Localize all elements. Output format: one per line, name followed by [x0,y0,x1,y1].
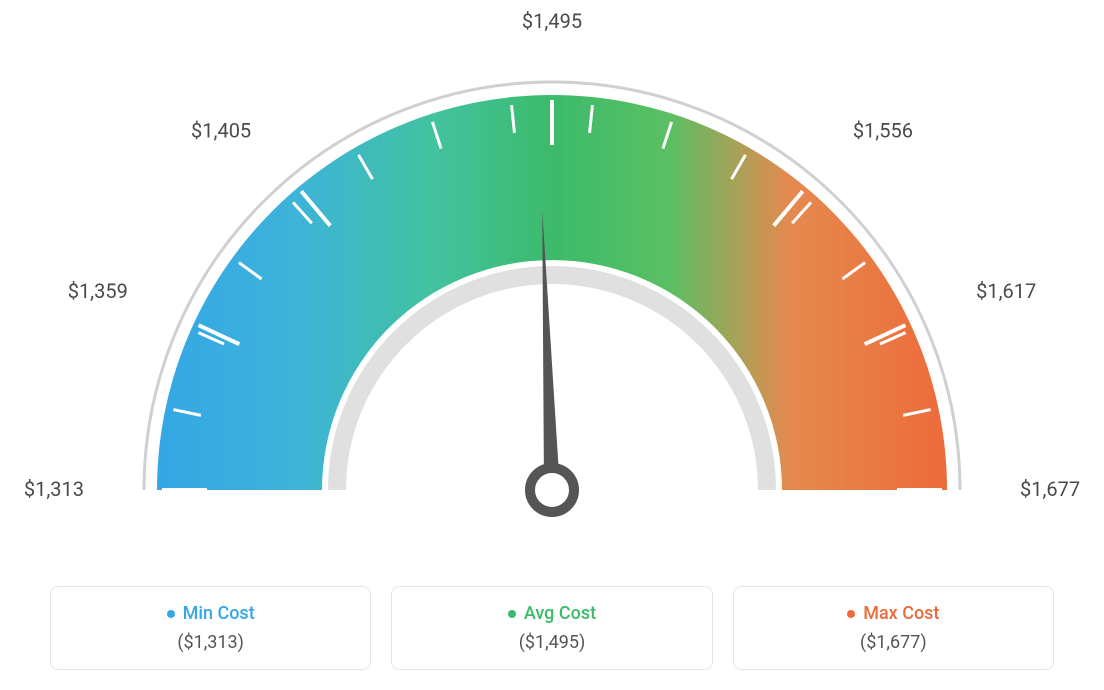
legend-label-max: Max Cost [863,603,939,624]
cost-gauge-chart: $1,313 $1,359 $1,405 $1,495 $1,556 $1,617 $1,6… [0,0,1104,560]
svg-text:$1,313: $1,313 [24,477,84,501]
svg-text:$1,359: $1,359 [68,279,128,303]
legend-card-max: Max Cost ($1,677) [733,586,1054,671]
legend-label-min: Min Cost [183,603,255,624]
legend-value-min: ($1,313) [71,632,350,653]
legend-card-avg: Avg Cost ($1,495) [391,586,712,671]
legend-value-max: ($1,677) [754,632,1033,653]
svg-text:$1,556: $1,556 [853,118,913,142]
legend-dot-max [847,610,855,618]
legend-title-avg: Avg Cost [508,603,596,624]
svg-text:$1,677: $1,677 [1020,477,1080,501]
gauge-svg: $1,313 $1,359 $1,405 $1,495 $1,556 $1,617 $1,6… [0,0,1104,560]
legend-dot-min [167,610,175,618]
legend-label-avg: Avg Cost [524,603,596,624]
legend-value-avg: ($1,495) [412,632,691,653]
svg-text:$1,495: $1,495 [522,9,582,33]
legend-dot-avg [508,610,516,618]
svg-text:$1,617: $1,617 [976,279,1036,303]
legend-title-min: Min Cost [167,603,255,624]
legend-card-min: Min Cost ($1,313) [50,586,371,671]
legend-row: Min Cost ($1,313) Avg Cost ($1,495) Max … [50,586,1054,671]
legend-title-max: Max Cost [847,603,939,624]
svg-text:$1,405: $1,405 [191,118,251,142]
